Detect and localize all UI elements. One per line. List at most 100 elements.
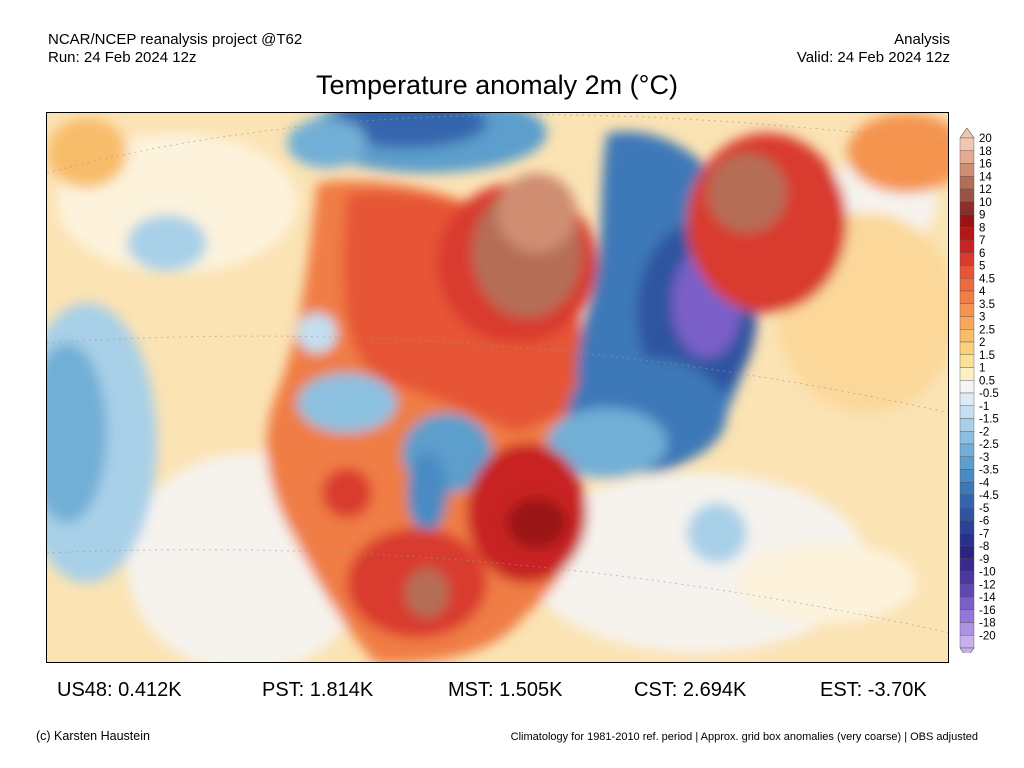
run-time: Run: 24 Feb 2024 12z [48,49,197,66]
colorbar-tick-label: 5 [979,261,985,273]
colorbar-tick-label: -16 [979,605,996,617]
colorbar-tick-label: 0.5 [979,375,995,387]
anomaly-field [47,113,948,662]
colorbar-tick-label: -1 [979,401,989,413]
colorbar-tick-label: 20 [979,133,992,145]
colorbar-swatch [959,405,975,419]
colorbar-swatch [959,163,975,177]
colorbar-tick-label: 4.5 [979,273,995,285]
colorbar-tick-label: -9 [979,554,989,566]
colorbar-top-arrow [959,128,975,139]
colorbar-swatch [959,329,975,343]
colorbar-tick-label: 12 [979,184,992,196]
colorbar-tick-label: 9 [979,210,985,222]
colorbar-swatch [959,316,975,330]
header-right: Analysis Valid: 24 Feb 2024 12z [797,31,950,67]
colorbar-swatch [959,596,975,610]
colorbar-tick-label: 3.5 [979,299,995,311]
colorbar-tick-label: 16 [979,159,992,171]
colorbar-swatch [959,392,975,406]
colorbar-swatch [959,239,975,253]
colorbar-tick-label: -20 [979,630,996,642]
colorbar-bottom-arrow [959,647,975,653]
colorbar-swatch [959,227,975,241]
colorbar-tick-label: 10 [979,197,992,209]
colorbar-tick-label: 4 [979,286,986,298]
colorbar-tick-label: -2 [979,426,989,438]
colorbar-tick-label: 7 [979,235,985,247]
colorbar-swatch [959,354,975,368]
colorbar-tick-label: -5 [979,503,989,515]
colorbar-swatch [959,622,975,636]
colorbar-swatch [959,201,975,215]
colorbar-tick-label: -0.5 [979,388,999,400]
colorbar-tick-label: -3 [979,452,989,464]
temperature-anomaly-map [46,112,949,663]
stat-mst: MST: 1.505K [448,679,563,701]
colorbar-swatch [959,494,975,508]
copyright: (c) Karsten Haustein [36,729,150,743]
colorbar-swatch [959,367,975,381]
analysis-label: Analysis [894,31,950,48]
colorbar-swatch [959,252,975,266]
colorbar-tick-label: 8 [979,222,985,234]
colorbar-tick-label: -2.5 [979,439,999,451]
colorbar-swatch [959,533,975,547]
colorbar-swatch [959,443,975,457]
colorbar-swatch [959,635,975,649]
footnote: Climatology for 1981-2010 ref. period | … [510,731,978,743]
colorbar-tick-label: 2 [979,337,985,349]
colorbar-swatch [959,214,975,228]
colorbar-swatch [959,520,975,534]
colorbar-tick-label: -12 [979,579,996,591]
colorbar-swatch [959,137,975,151]
colorbar-tick-label: -7 [979,528,989,540]
colorbar-swatch [959,188,975,202]
colorbar-swatch [959,265,975,279]
colorbar-tick-label: 18 [979,146,992,158]
colorbar-tick-label: -8 [979,541,989,553]
colorbar-tick-label: -3.5 [979,465,999,477]
colorbar-swatch [959,341,975,355]
stat-us48: US48: 0.412K [57,679,182,701]
colorbar-tick-label: 1 [979,363,985,375]
colorbar-swatch [959,545,975,559]
colorbar-tick-label: -18 [979,618,996,630]
stat-pst: PST: 1.814K [262,679,374,701]
colorbar-swatch [959,558,975,572]
colorbar-swatch [959,456,975,470]
colorbar-tick-label: -1.5 [979,414,999,426]
colorbar-swatch [959,431,975,445]
header-left: NCAR/NCEP reanalysis project @T62 Run: 2… [48,31,302,67]
model-name: NCAR/NCEP reanalysis project @T62 [48,31,303,48]
colorbar-swatch [959,507,975,521]
regional-stats: US48: 0.412K PST: 1.814K MST: 1.505K CST… [0,679,1024,705]
colorbar-tick-label: 14 [979,171,992,183]
colorbar-swatch [959,609,975,623]
colorbar-swatch [959,278,975,292]
colorbar-tick-label: -10 [979,567,996,579]
colorbar-tick-label: 2.5 [979,324,995,336]
colorbar-tick-label: 3 [979,312,985,324]
colorbar-swatch [959,380,975,394]
colorbar-swatch [959,150,975,164]
colorbar-swatch [959,290,975,304]
colorbar-swatch [959,176,975,190]
colorbar-swatch [959,571,975,585]
stat-cst: CST: 2.694K [634,679,747,701]
colorbar-swatch [959,482,975,496]
colorbar-tick-label: -14 [979,592,996,604]
valid-time: Valid: 24 Feb 2024 12z [796,49,950,66]
stat-est: EST: -3.70K [820,679,927,701]
colorbar-tick-label: 1.5 [979,350,995,362]
colorbar-tick-label: -4.5 [979,490,999,502]
colorbar-swatch [959,418,975,432]
colorbar-tick-label: -4 [979,477,990,489]
colorbar-swatch [959,303,975,317]
colorbar-swatch [959,584,975,598]
colorbar-swatch [959,469,975,483]
colorbar: 201816141210987654.543.532.521.510.5-0.5… [959,128,999,653]
colorbar-tick-label: -6 [979,516,989,528]
map-title: Temperature anomaly 2m (°C) [316,70,678,100]
colorbar-tick-label: 6 [979,248,985,260]
